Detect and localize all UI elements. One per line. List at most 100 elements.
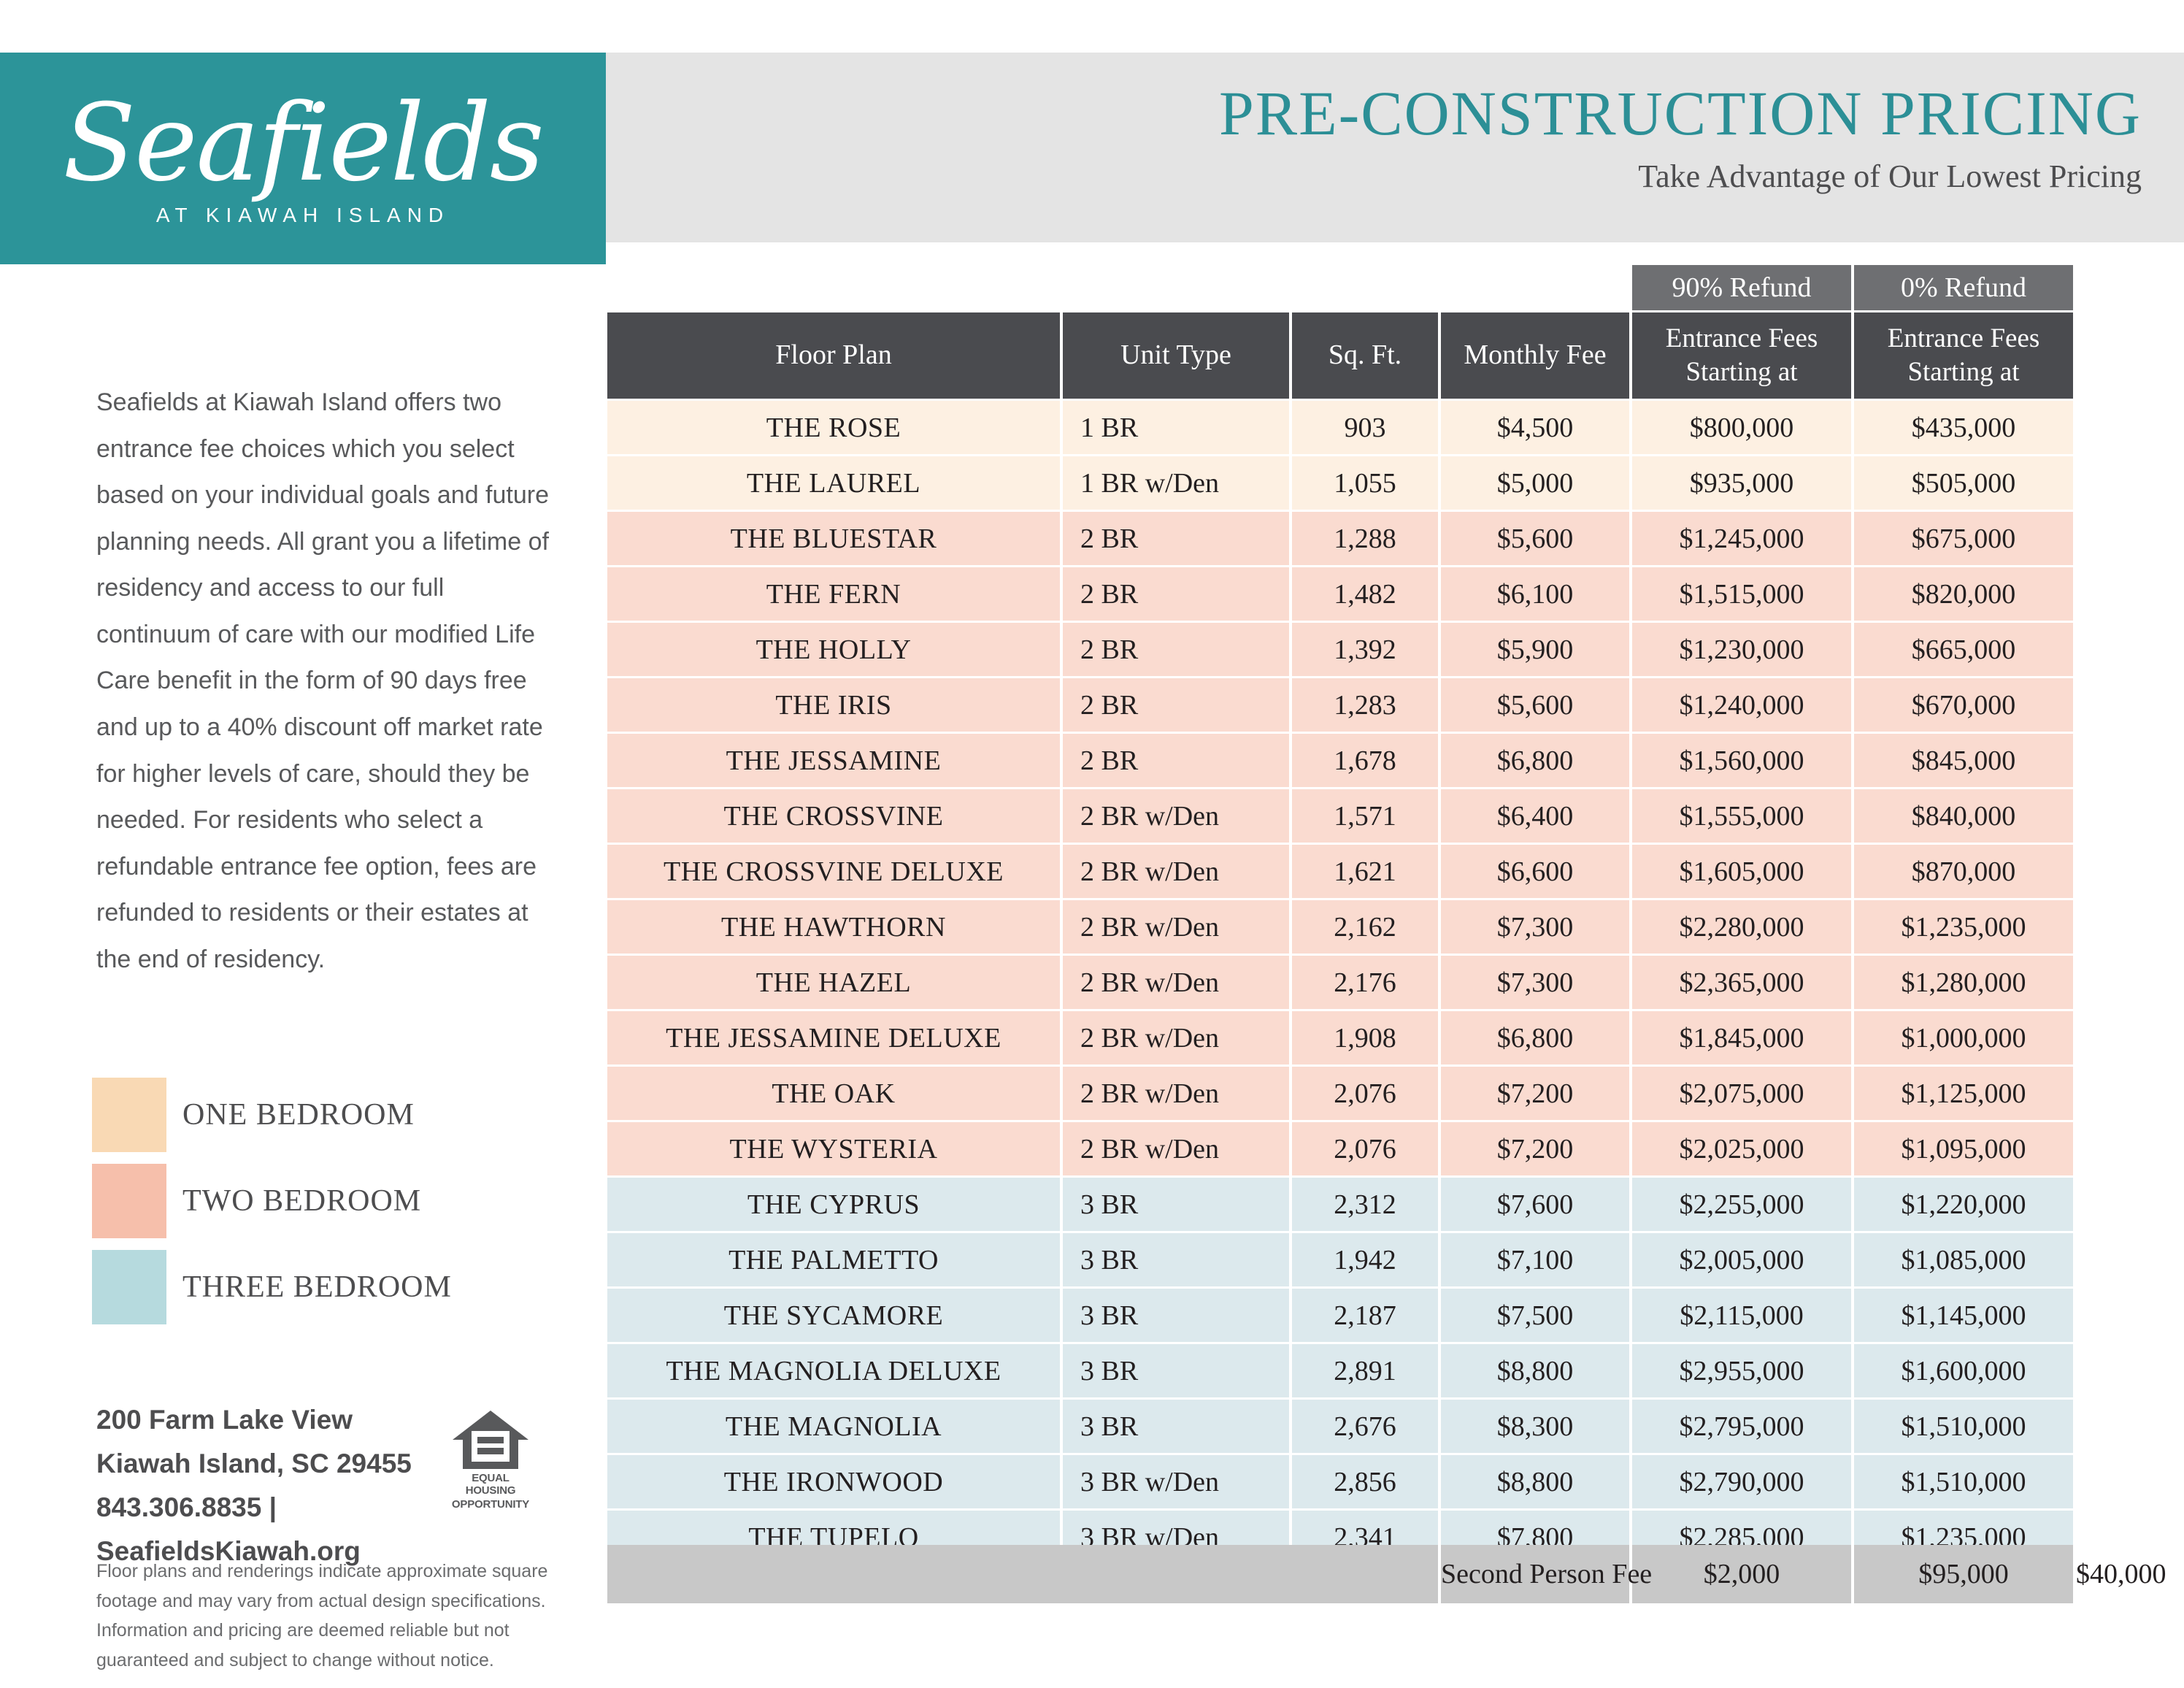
legend-swatch-three bbox=[92, 1250, 166, 1324]
cell-floor-plan: THE IRONWOOD bbox=[607, 1455, 1060, 1508]
cell-entrance-fee-90: $2,005,000 bbox=[1632, 1233, 1851, 1286]
table-row[interactable]: THE IRONWOOD 3 BR w/Den 2,856 $8,800 $2,790,… bbox=[607, 1455, 2073, 1508]
pricing-table-head: 90% Refund 0% Refund Floor Plan Unit Typ… bbox=[607, 265, 2073, 399]
legend-item-three-bedroom: THREE BEDROOM bbox=[92, 1244, 559, 1330]
second-person-fee-table: Second Person Fee $2,000 $95,000 $40,000 bbox=[604, 1545, 2166, 1603]
column-header-floor-plan[interactable]: Floor Plan bbox=[607, 312, 1060, 399]
cell-unit-type: 2 BR w/Den bbox=[1063, 956, 1289, 1009]
cell-floor-plan: THE FERN bbox=[607, 567, 1060, 621]
table-super-header-row: 90% Refund 0% Refund bbox=[607, 265, 2073, 310]
cell-entrance-fee-0: $675,000 bbox=[1854, 512, 2073, 565]
cell-sq-ft: 1,288 bbox=[1292, 512, 1438, 565]
cell-entrance-fee-0: $1,145,000 bbox=[1854, 1289, 2073, 1342]
cell-sq-ft: 2,176 bbox=[1292, 956, 1438, 1009]
cell-entrance-fee-90: $800,000 bbox=[1632, 401, 1851, 454]
cell-sq-ft: 2,676 bbox=[1292, 1400, 1438, 1453]
page-subtitle: Take Advantage of Our Lowest Pricing bbox=[1638, 158, 2142, 195]
table-row[interactable]: THE WYSTERIA 2 BR w/Den 2,076 $7,200 $2,025,… bbox=[607, 1122, 2073, 1175]
legend-swatch-one bbox=[92, 1078, 166, 1152]
intro-block: Seafields at Kiawah Island offers two en… bbox=[96, 380, 564, 983]
table-row[interactable]: THE ROSE 1 BR 903 $4,500 $800,000 $435,000 bbox=[607, 401, 2073, 454]
cell-floor-plan: THE CYPRUS bbox=[607, 1178, 1060, 1231]
cell-floor-plan: THE MAGNOLIA DELUXE bbox=[607, 1344, 1060, 1397]
table-row[interactable]: THE PALMETTO 3 BR 1,942 $7,100 $2,005,000 $1,… bbox=[607, 1233, 2073, 1286]
legend-label-three: THREE BEDROOM bbox=[182, 1270, 452, 1304]
cell-entrance-fee-90: $1,845,000 bbox=[1632, 1011, 1851, 1064]
cell-sq-ft: 2,891 bbox=[1292, 1344, 1438, 1397]
cell-floor-plan: THE BLUESTAR bbox=[607, 512, 1060, 565]
cell-sq-ft: 1,942 bbox=[1292, 1233, 1438, 1286]
table-row[interactable]: THE CROSSVINE DELUXE 2 BR w/Den 1,621 $6,60… bbox=[607, 845, 2073, 898]
cell-entrance-fee-90: $1,245,000 bbox=[1632, 512, 1851, 565]
table-row[interactable]: THE JESSAMINE DELUXE 2 BR w/Den 1,908 $6,80… bbox=[607, 1011, 2073, 1064]
cell-entrance-fee-0: $435,000 bbox=[1854, 401, 2073, 454]
table-row[interactable]: THE IRIS 2 BR 1,283 $5,600 $1,240,000 $670,00… bbox=[607, 678, 2073, 732]
cell-entrance-fee-90: $1,515,000 bbox=[1632, 567, 1851, 621]
cell-monthly-fee: $8,800 bbox=[1441, 1455, 1629, 1508]
column-header-entrance-fees-0[interactable]: Entrance Fees Starting at bbox=[1854, 312, 2073, 399]
cell-unit-type: 3 BR bbox=[1063, 1344, 1289, 1397]
second-person-fee-90: $95,000 bbox=[1854, 1545, 2073, 1603]
column-header-unit-type[interactable]: Unit Type bbox=[1063, 312, 1289, 399]
cell-floor-plan: THE MAGNOLIA bbox=[607, 1400, 1060, 1453]
cell-floor-plan: THE HOLLY bbox=[607, 623, 1060, 676]
table-row[interactable]: THE HAWTHORN 2 BR w/Den 2,162 $7,300 $2,280,… bbox=[607, 900, 2073, 954]
super-header-spacer-4 bbox=[1441, 265, 1629, 310]
cell-monthly-fee: $6,600 bbox=[1441, 845, 1629, 898]
second-person-fee-label: Second Person Fee bbox=[1441, 1545, 1652, 1603]
cell-sq-ft: 1,482 bbox=[1292, 567, 1438, 621]
table-row[interactable]: THE CYPRUS 3 BR 2,312 $7,600 $2,255,000 $1,22… bbox=[607, 1178, 2073, 1231]
table-row[interactable]: THE MAGNOLIA 3 BR 2,676 $8,300 $2,795,000 $1,… bbox=[607, 1400, 2073, 1453]
table-row[interactable]: THE FERN 2 BR 1,482 $6,100 $1,515,000 $820,00… bbox=[607, 567, 2073, 621]
cell-entrance-fee-90: $1,560,000 bbox=[1632, 734, 1851, 787]
super-header-spacer-3 bbox=[1292, 265, 1438, 310]
cell-floor-plan: THE JESSAMINE bbox=[607, 734, 1060, 787]
cell-entrance-fee-0: $1,510,000 bbox=[1854, 1400, 2073, 1453]
cell-monthly-fee: $5,600 bbox=[1441, 512, 1629, 565]
cell-entrance-fee-90: $935,000 bbox=[1632, 456, 1851, 510]
column-header-monthly-fee[interactable]: Monthly Fee bbox=[1441, 312, 1629, 399]
super-header-spacer-1 bbox=[607, 265, 1060, 310]
cell-entrance-fee-0: $665,000 bbox=[1854, 623, 2073, 676]
contact-phone-website[interactable]: 843.306.8835 | SeafieldsKiawah.org bbox=[96, 1492, 361, 1566]
table-row[interactable]: THE SYCAMORE 3 BR 2,187 $7,500 $2,115,000 $1,… bbox=[607, 1289, 2073, 1342]
cell-monthly-fee: $6,800 bbox=[1441, 734, 1629, 787]
table-row[interactable]: THE LAUREL 1 BR w/Den 1,055 $5,000 $935,000 $… bbox=[607, 456, 2073, 510]
cell-unit-type: 2 BR bbox=[1063, 623, 1289, 676]
table-row[interactable]: THE MAGNOLIA DELUXE 3 BR 2,891 $8,800 $2,955… bbox=[607, 1344, 2073, 1397]
cell-entrance-fee-90: $1,230,000 bbox=[1632, 623, 1851, 676]
cell-floor-plan: THE SYCAMORE bbox=[607, 1289, 1060, 1342]
super-header-0-refund: 0% Refund bbox=[1854, 265, 2073, 310]
cell-entrance-fee-90: $2,955,000 bbox=[1632, 1344, 1851, 1397]
cell-entrance-fee-90: $2,075,000 bbox=[1632, 1067, 1851, 1120]
cell-entrance-fee-0: $845,000 bbox=[1854, 734, 2073, 787]
table-row[interactable]: THE JESSAMINE 2 BR 1,678 $6,800 $1,560,000 $8… bbox=[607, 734, 2073, 787]
table-row[interactable]: THE HAZEL 2 BR w/Den 2,176 $7,300 $2,365,000… bbox=[607, 956, 2073, 1009]
table-row[interactable]: THE BLUESTAR 2 BR 1,288 $5,600 $1,245,000 $67… bbox=[607, 512, 2073, 565]
cell-monthly-fee: $6,400 bbox=[1441, 789, 1629, 843]
cell-unit-type: 3 BR w/Den bbox=[1063, 1455, 1289, 1508]
cell-entrance-fee-0: $1,235,000 bbox=[1854, 900, 2073, 954]
cell-entrance-fee-0: $1,095,000 bbox=[1854, 1122, 2073, 1175]
cell-monthly-fee: $4,500 bbox=[1441, 401, 1629, 454]
legend-swatch-two bbox=[92, 1164, 166, 1238]
cell-unit-type: 3 BR bbox=[1063, 1233, 1289, 1286]
table-row[interactable]: THE OAK 2 BR w/Den 2,076 $7,200 $2,075,000 $1… bbox=[607, 1067, 2073, 1120]
cell-monthly-fee: $7,300 bbox=[1441, 956, 1629, 1009]
table-row[interactable]: THE CROSSVINE 2 BR w/Den 1,571 $6,400 $1,555… bbox=[607, 789, 2073, 843]
second-person-fee-monthly: $2,000 bbox=[1632, 1545, 1851, 1603]
cell-sq-ft: 2,076 bbox=[1292, 1122, 1438, 1175]
cell-monthly-fee: $7,100 bbox=[1441, 1233, 1629, 1286]
cell-monthly-fee: $7,200 bbox=[1441, 1122, 1629, 1175]
logo-tagline: AT KIAWAH ISLAND bbox=[155, 204, 450, 226]
page-title: PRE-CONSTRUCTION PRICING bbox=[1218, 78, 2142, 148]
column-header-entrance-fees-90[interactable]: Entrance Fees Starting at bbox=[1632, 312, 1851, 399]
cell-entrance-fee-90: $2,280,000 bbox=[1632, 900, 1851, 954]
cell-entrance-fee-0: $1,510,000 bbox=[1854, 1455, 2073, 1508]
pricing-table-container: 90% Refund 0% Refund Floor Plan Unit Typ… bbox=[604, 263, 2073, 1566]
cell-entrance-fee-90: $1,605,000 bbox=[1632, 845, 1851, 898]
table-row[interactable]: THE HOLLY 2 BR 1,392 $5,900 $1,230,000 $665,0… bbox=[607, 623, 2073, 676]
cell-unit-type: 1 BR w/Den bbox=[1063, 456, 1289, 510]
column-header-sq-ft[interactable]: Sq. Ft. bbox=[1292, 312, 1438, 399]
cell-unit-type: 2 BR bbox=[1063, 512, 1289, 565]
